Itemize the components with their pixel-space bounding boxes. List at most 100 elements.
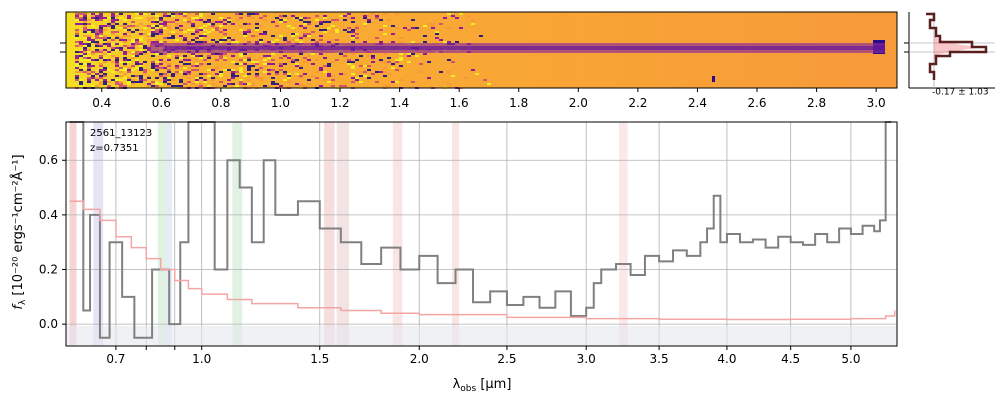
pixel (191, 23, 195, 25)
pixel (359, 55, 363, 57)
pixel (159, 75, 163, 77)
pixel (387, 85, 391, 87)
pixel (111, 23, 115, 25)
pixel (151, 25, 155, 27)
pixel (171, 35, 175, 37)
pixel (115, 63, 119, 65)
pixel (399, 41, 403, 43)
pixel (131, 51, 135, 53)
pixel (363, 75, 367, 77)
pixel (139, 37, 143, 39)
pixel (95, 33, 99, 35)
pixel (247, 59, 251, 61)
pixel (283, 73, 287, 75)
pixel (327, 63, 331, 65)
top-x-tick-label: 2.6 (747, 96, 766, 110)
pixel (331, 27, 335, 29)
pixel (239, 59, 243, 61)
pixel (187, 77, 191, 79)
pixel (211, 77, 215, 79)
pixel (195, 33, 199, 35)
pixel (275, 73, 279, 75)
pixel (183, 67, 187, 69)
pixel (131, 39, 135, 41)
pixel (107, 41, 111, 43)
pixel (383, 75, 387, 77)
pixel (363, 23, 367, 25)
x-tick-label: 1.5 (310, 352, 329, 366)
pixel (367, 65, 371, 67)
pixel (171, 73, 175, 75)
pixel (139, 23, 143, 25)
pixel (279, 63, 283, 65)
pixel (91, 71, 95, 73)
top-x-tick-label: 1.8 (509, 96, 528, 110)
pixel (203, 59, 207, 61)
pixel (451, 75, 455, 77)
pixel (99, 63, 103, 65)
pixel (351, 29, 355, 31)
pixel (179, 13, 183, 15)
pixel (223, 19, 227, 21)
pixel (83, 35, 87, 37)
pixel (159, 63, 163, 65)
pixel (167, 75, 171, 77)
pixel (335, 29, 339, 31)
pixel (427, 77, 431, 79)
pixel (155, 69, 159, 71)
pixel (471, 19, 475, 21)
pixel (139, 45, 143, 47)
pixel (379, 71, 383, 73)
pixel (203, 21, 207, 23)
pixel (359, 65, 363, 67)
pixel (127, 81, 131, 83)
pixel (79, 41, 83, 43)
pixel (95, 17, 99, 19)
pixel (223, 69, 227, 71)
pixel (219, 41, 223, 43)
pixel (195, 31, 199, 33)
pixel (467, 15, 471, 17)
pixel (171, 79, 175, 81)
pixel (183, 63, 187, 65)
pixel (151, 31, 155, 33)
pixel (75, 51, 79, 53)
pixel (83, 53, 87, 55)
pixel (323, 19, 327, 21)
pixel (159, 33, 163, 35)
pixel (271, 53, 275, 55)
pixel (443, 41, 447, 43)
pixel (415, 55, 419, 57)
pixel (383, 61, 387, 63)
pixel (147, 47, 151, 49)
pixel (111, 71, 115, 73)
pixel (187, 13, 191, 15)
pixel (263, 15, 267, 17)
pixel (163, 21, 167, 23)
pixel (87, 81, 91, 83)
pixel (383, 53, 387, 55)
pixel (331, 85, 335, 87)
pixel (291, 15, 295, 17)
pixel (87, 57, 91, 59)
pixel (335, 59, 339, 61)
pixel (199, 65, 203, 67)
pixel (87, 35, 91, 37)
pixel (251, 63, 255, 65)
pixel (127, 69, 131, 71)
pixel (187, 41, 191, 43)
pixel (339, 15, 343, 17)
pixel (419, 71, 423, 73)
pixel (155, 83, 159, 85)
pixel (343, 15, 347, 17)
pixel (195, 17, 199, 19)
pixel (367, 21, 371, 23)
pixel (243, 33, 247, 35)
pixel (123, 45, 127, 47)
pixel (195, 69, 199, 71)
pixel (367, 15, 371, 17)
pixel (199, 53, 203, 55)
pixel (167, 59, 171, 61)
pixel (283, 63, 287, 65)
pixel (287, 79, 291, 81)
